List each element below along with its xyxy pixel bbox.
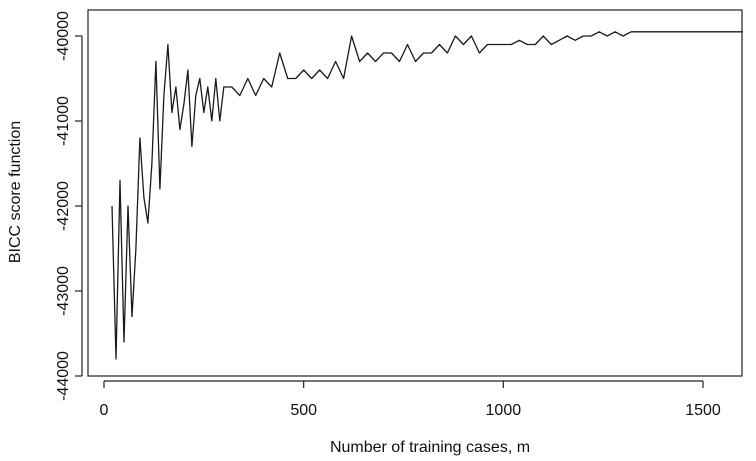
plot-frame [87,9,743,377]
x-tick-label: 1500 [685,402,721,419]
x-tick-label: 500 [290,402,317,419]
x-tick-label: 0 [100,402,109,419]
x-tick-label: 1000 [486,402,522,419]
y-tick-label: -43000 [55,266,72,316]
x-axis-label: Number of training cases, m [330,439,530,456]
y-tick-label: -40000 [55,11,72,61]
y-tick-label: -41000 [55,96,72,146]
y-tick-label: -42000 [55,181,72,231]
y-tick-label: -44000 [55,351,72,401]
y-axis-label: BICC score function [7,121,24,263]
series-line [111,31,743,360]
